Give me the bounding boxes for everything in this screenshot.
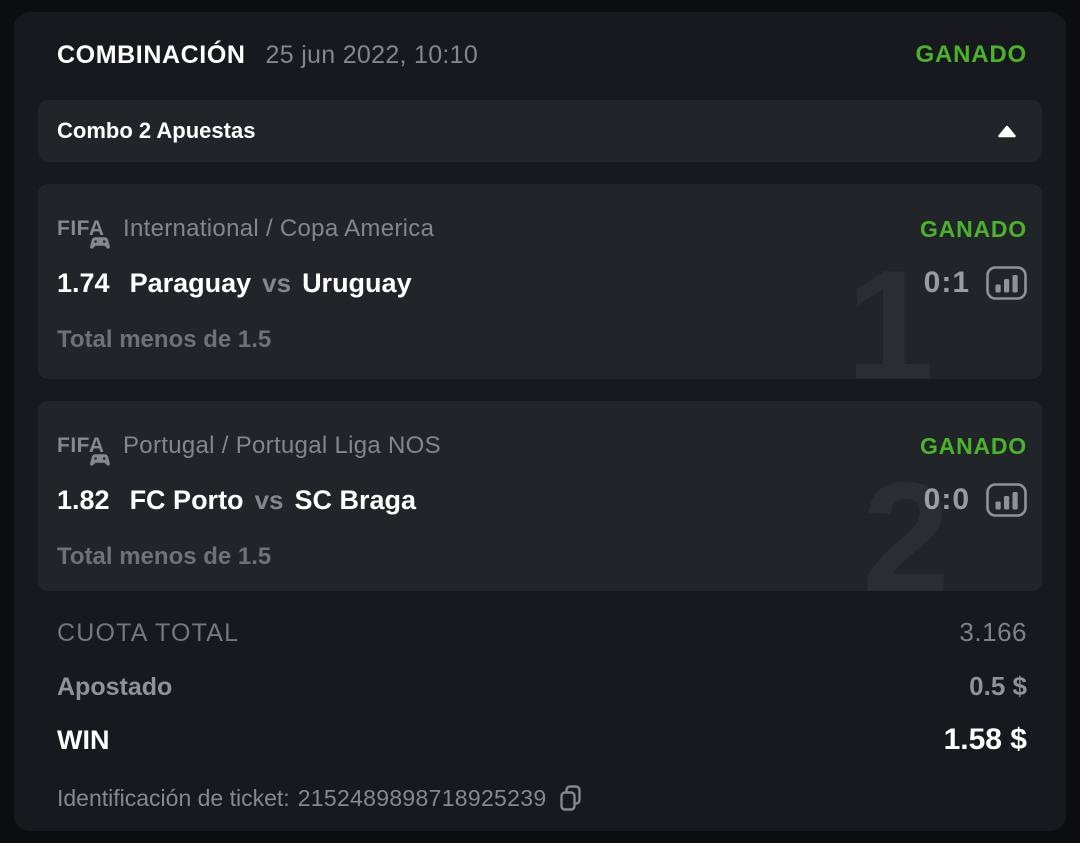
fifa-esports-icon: FIFA bbox=[57, 217, 110, 249]
leg-market-row: Total menos de 1.5 bbox=[57, 543, 1027, 571]
away-team: SC Braga bbox=[294, 484, 417, 515]
total-odds-row: CUOTA TOTAL 3.166 bbox=[38, 617, 1042, 648]
fifa-icon-text: FIFA bbox=[57, 217, 105, 240]
match-score: 0:1 bbox=[923, 266, 970, 299]
market-selection: Total menos de 1.5 bbox=[57, 326, 272, 353]
ticket-header: COMBINACIÓN 25 jun 2022, 10:10 GANADO bbox=[38, 12, 1042, 70]
bet-leg-2: 2 FIFA Portugal / Portugal Liga NOS GANA… bbox=[38, 401, 1042, 591]
win-row: WIN 1.58 $ bbox=[38, 723, 1042, 757]
leg-odds: 1.82 bbox=[57, 484, 110, 515]
away-team: Uruguay bbox=[302, 267, 412, 298]
market-selection: Total menos de 1.5 bbox=[57, 543, 272, 570]
home-team: FC Porto bbox=[129, 484, 244, 515]
win-label: WIN bbox=[57, 725, 110, 755]
stake-row: Apostado 0.5 $ bbox=[38, 671, 1042, 702]
stake-label: Apostado bbox=[57, 673, 173, 701]
leg-league-row: FIFA International / Copa America GANADO bbox=[57, 208, 1027, 250]
league-name: Portugal / Portugal Liga NOS bbox=[123, 432, 441, 459]
total-odds-value: 3.166 bbox=[959, 617, 1027, 647]
ticket-status-badge: GANADO bbox=[915, 41, 1027, 68]
leg-status-badge: GANADO bbox=[919, 215, 1027, 242]
win-value: 1.58 $ bbox=[943, 723, 1027, 756]
vs-label: vs bbox=[254, 484, 284, 515]
leg-odds: 1.74 bbox=[57, 267, 110, 298]
leg-league-row: FIFA Portugal / Portugal Liga NOS GANADO bbox=[57, 425, 1027, 467]
home-team: Paraguay bbox=[129, 267, 252, 298]
match-score: 0:0 bbox=[923, 483, 970, 516]
fifa-icon-text: FIFA bbox=[57, 434, 105, 457]
leg-index-watermark: 2 bbox=[862, 459, 950, 591]
combo-collapse-bar[interactable]: Combo 2 Apuestas bbox=[38, 100, 1042, 162]
combo-label: Combo 2 Apuestas bbox=[57, 118, 256, 143]
triangle-up-icon[interactable] bbox=[998, 125, 1016, 138]
leg-status-badge: GANADO bbox=[919, 432, 1027, 459]
ticket-id-label: Identificación de ticket: bbox=[57, 784, 290, 811]
ticket-type-title: COMBINACIÓN bbox=[57, 40, 246, 69]
ticket-datetime: 25 jun 2022, 10:10 bbox=[265, 40, 479, 69]
stake-value: 0.5 $ bbox=[969, 671, 1027, 701]
ticket-id-row: Identificación de ticket: 21524898987189… bbox=[38, 783, 1042, 813]
bar-chart-icon[interactable] bbox=[986, 266, 1027, 300]
bar-chart-icon[interactable] bbox=[986, 483, 1027, 517]
leg-market-row: Total menos de 1.5 bbox=[57, 326, 1027, 354]
bet-ticket-card: COMBINACIÓN 25 jun 2022, 10:10 GANADO Co… bbox=[14, 12, 1066, 831]
leg-match-row: 1.82 FC Porto vs SC Braga 0:0 bbox=[57, 481, 1027, 519]
vs-label: vs bbox=[262, 267, 292, 298]
league-name: International / Copa America bbox=[123, 215, 435, 242]
fifa-esports-icon: FIFA bbox=[57, 434, 110, 466]
leg-match-row: 1.74 Paraguay vs Uruguay 0:1 bbox=[57, 264, 1027, 302]
total-odds-label: CUOTA TOTAL bbox=[57, 619, 240, 647]
bet-leg-1: 1 FIFA International / Copa America GANA… bbox=[38, 184, 1042, 379]
copy-icon[interactable] bbox=[558, 783, 583, 813]
ticket-id-value: 2152489898718925239 bbox=[297, 784, 547, 811]
